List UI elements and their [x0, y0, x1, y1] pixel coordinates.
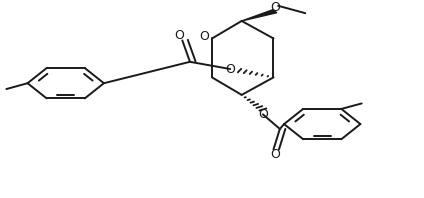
Text: O: O [174, 29, 184, 42]
Text: O: O [258, 108, 268, 121]
Polygon shape [242, 10, 277, 21]
Text: O: O [270, 148, 280, 161]
Text: O: O [199, 30, 209, 43]
Text: O: O [225, 63, 235, 75]
Text: O: O [270, 1, 280, 14]
